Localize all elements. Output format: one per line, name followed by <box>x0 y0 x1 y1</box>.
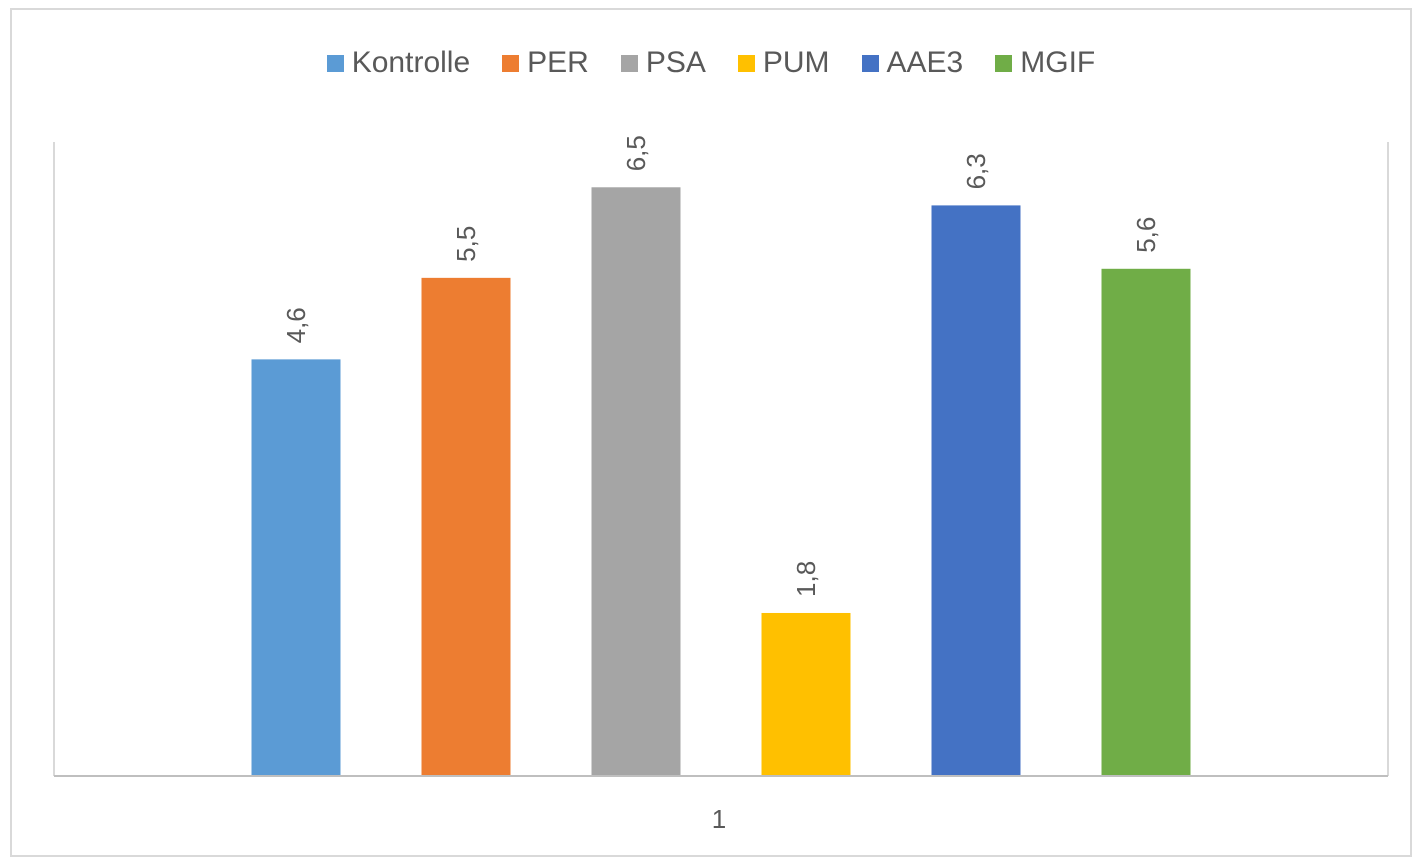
bar-pum <box>761 612 851 776</box>
data-label: 1,8 <box>791 561 821 597</box>
legend-label: MGIF <box>1020 46 1096 79</box>
data-label: 6,5 <box>621 135 651 171</box>
bar-kontrolle <box>251 359 341 776</box>
bar-psa <box>591 187 681 777</box>
bar-mgif <box>1101 268 1191 776</box>
legend-item: PSA <box>620 46 706 79</box>
legend-label: PUM <box>762 46 830 79</box>
legend-item: MGIF <box>995 48 1095 78</box>
bar-aae3 <box>931 205 1021 776</box>
data-label: 5,5 <box>451 226 481 262</box>
legend-item: PUM <box>737 46 830 79</box>
bar-per <box>421 277 511 776</box>
legend-item: Kontrolle <box>326 46 471 79</box>
data-label: 6,3 <box>961 153 991 189</box>
legend: Kontrolle PER PSA PUM AAE3 MGIF <box>12 48 1410 78</box>
data-label: 4,6 <box>281 307 311 343</box>
legend-label: PSA <box>645 46 706 79</box>
legend-label: AAE3 <box>886 46 964 79</box>
plot-border <box>53 142 1389 776</box>
legend-label: PER <box>527 46 589 79</box>
chart-frame: Kontrolle PER PSA PUM AAE3 MGIF 4,6 5,5 6,5 1,8 6… <box>10 8 1412 857</box>
data-label: 5,6 <box>1131 217 1161 253</box>
plot-area: 4,6 5,5 6,5 1,8 6,3 5,6 1 <box>53 135 1389 834</box>
legend-swatch <box>995 54 1013 72</box>
legend-swatch <box>861 54 879 72</box>
legend-label: Kontrolle <box>351 46 471 79</box>
legend-swatch <box>620 54 638 72</box>
legend-swatch <box>326 54 344 72</box>
legend-swatch <box>502 54 520 72</box>
legend-swatch <box>737 54 755 72</box>
x-tick-label: 1 <box>712 804 726 834</box>
legend-item: AAE3 <box>861 46 964 79</box>
legend-item: PER <box>502 48 589 78</box>
